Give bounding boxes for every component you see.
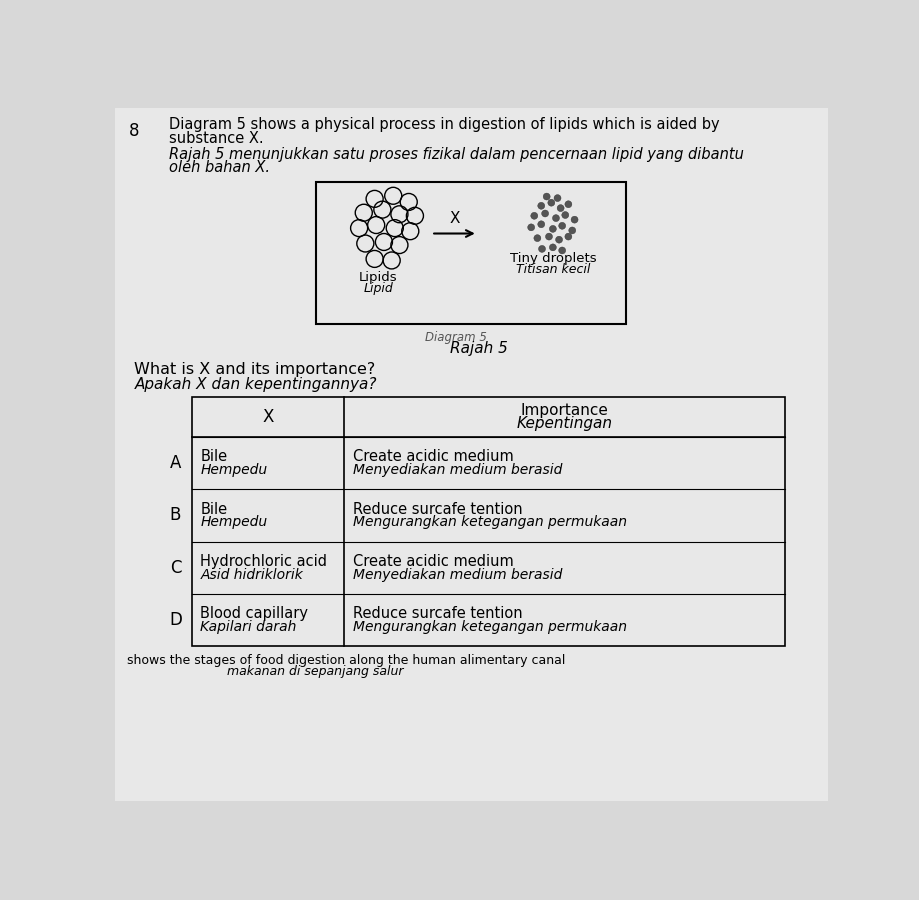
Bar	[192, 397, 785, 646]
Circle shape	[549, 244, 556, 251]
Text: Rajah 5: Rajah 5	[449, 341, 507, 356]
Circle shape	[555, 236, 562, 243]
Text: Mengurangkan ketegangan permukaan: Mengurangkan ketegangan permukaan	[353, 516, 626, 529]
Circle shape	[547, 199, 554, 206]
Text: B: B	[170, 507, 181, 525]
Circle shape	[530, 212, 538, 220]
Circle shape	[533, 235, 540, 241]
Text: What is X and its importance?: What is X and its importance?	[134, 362, 375, 377]
Text: substance X.: substance X.	[169, 131, 264, 146]
Text: Menyediakan medium berasid: Menyediakan medium berasid	[353, 568, 562, 581]
Circle shape	[538, 220, 544, 228]
Text: Mengurangkan ketegangan permukaan: Mengurangkan ketegangan permukaan	[353, 620, 626, 634]
Text: Kepentingan: Kepentingan	[516, 416, 612, 431]
Text: X: X	[262, 408, 274, 426]
Circle shape	[528, 224, 534, 230]
Circle shape	[568, 227, 575, 234]
Circle shape	[562, 212, 568, 219]
Text: Reduce surcafe tention: Reduce surcafe tention	[353, 607, 522, 621]
Text: C: C	[169, 559, 181, 577]
Circle shape	[564, 233, 572, 240]
Circle shape	[558, 247, 565, 254]
Text: 8: 8	[129, 122, 140, 140]
Text: X: X	[448, 211, 460, 226]
Text: Rajah 5 menunjukkan satu proses fizikal dalam pencernaan lipid yang dibantu: Rajah 5 menunjukkan satu proses fizikal …	[169, 147, 743, 161]
Bar	[316, 182, 626, 324]
Text: shows the stages of food digestion along the human alimentary canal: shows the stages of food digestion along…	[127, 654, 564, 667]
Text: Diagram 5: Diagram 5	[425, 330, 486, 344]
Text: Hempedu: Hempedu	[200, 516, 267, 529]
Circle shape	[564, 201, 572, 208]
Circle shape	[538, 246, 545, 252]
Text: Blood capillary: Blood capillary	[200, 607, 308, 621]
Text: Create acidic medium: Create acidic medium	[353, 449, 513, 464]
Text: Kapilari darah: Kapilari darah	[200, 620, 296, 634]
Circle shape	[552, 214, 559, 221]
Text: Bile: Bile	[200, 501, 227, 517]
Text: Diagram 5 shows a physical process in digestion of lipids which is aided by: Diagram 5 shows a physical process in di…	[169, 117, 719, 132]
Text: makanan di sepanjang salur: makanan di sepanjang salur	[227, 665, 403, 678]
Text: Asid hidriklorik: Asid hidriklorik	[200, 568, 302, 581]
Circle shape	[545, 233, 552, 240]
Text: Bile: Bile	[200, 449, 227, 464]
Text: Create acidic medium: Create acidic medium	[353, 554, 513, 569]
Text: Titisan kecil: Titisan kecil	[516, 263, 589, 275]
Text: D: D	[169, 611, 182, 629]
Circle shape	[541, 210, 548, 217]
Circle shape	[542, 194, 550, 200]
Circle shape	[538, 202, 544, 210]
Text: Tiny droplets: Tiny droplets	[509, 252, 596, 265]
Text: Lipids: Lipids	[358, 271, 397, 284]
Text: Hydrochloric acid: Hydrochloric acid	[200, 554, 327, 569]
Text: oleh bahan X.: oleh bahan X.	[169, 160, 270, 176]
Text: Hempedu: Hempedu	[200, 463, 267, 477]
Text: Apakah X dan kepentingannya?: Apakah X dan kepentingannya?	[134, 377, 377, 392]
Text: Reduce surcafe tention: Reduce surcafe tention	[353, 501, 522, 517]
Text: Importance: Importance	[520, 403, 607, 418]
Text: A: A	[170, 454, 181, 472]
Circle shape	[557, 204, 563, 212]
Circle shape	[549, 225, 556, 232]
Circle shape	[571, 216, 577, 223]
Circle shape	[558, 222, 565, 230]
Text: Lipid: Lipid	[363, 282, 393, 295]
Circle shape	[553, 194, 561, 202]
Text: Menyediakan medium berasid: Menyediakan medium berasid	[353, 463, 562, 477]
